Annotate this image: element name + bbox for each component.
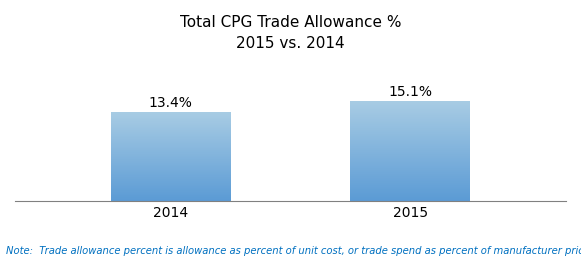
Text: 15.1%: 15.1%: [388, 85, 432, 99]
Text: 13.4%: 13.4%: [149, 96, 193, 110]
Text: Note:  Trade allowance percent is allowance as percent of unit cost, or trade sp: Note: Trade allowance percent is allowan…: [6, 246, 581, 256]
Title: Total CPG Trade Allowance %
2015 vs. 2014: Total CPG Trade Allowance % 2015 vs. 201…: [180, 15, 401, 51]
